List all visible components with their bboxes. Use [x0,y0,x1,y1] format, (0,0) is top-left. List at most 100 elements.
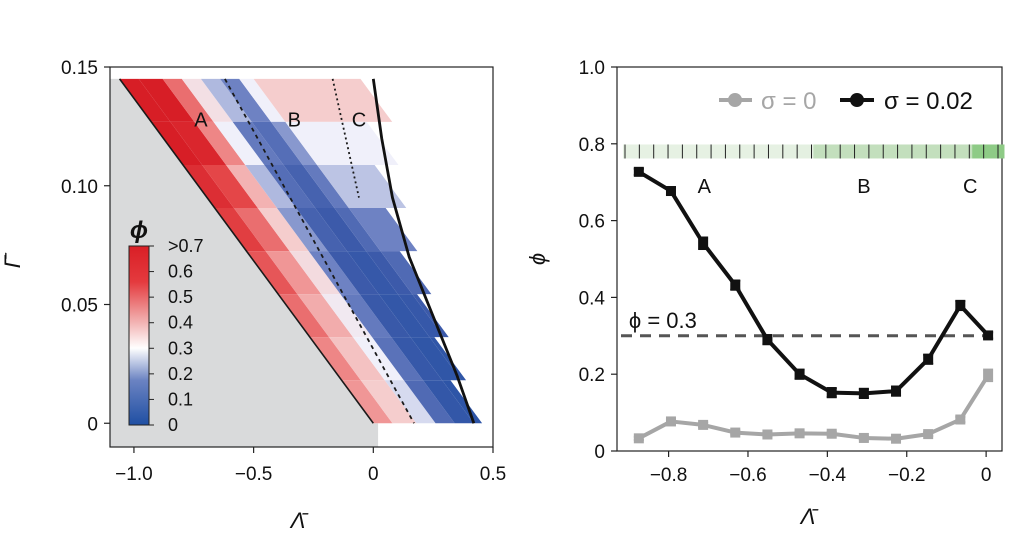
heatmap-cell [270,121,318,165]
heatmap-cell [329,337,385,381]
left-x-tick-label: −1.0 [115,464,153,485]
point-sigma-0 [762,429,773,440]
heatmap-cell [348,208,418,252]
colorbar-label: 0.4 [168,313,193,333]
heatmap-cell [372,337,423,381]
heatmap-cells [119,78,483,424]
left-y-axis-title: Γ̄ [0,252,25,269]
heatmap-cell [403,380,455,424]
strip-segment [845,144,878,159]
point-sigma-002 [633,166,644,177]
legend: σ = 0 σ = 0.02 [719,88,973,115]
heatmap-cell [264,164,316,209]
right-x-tick-label: −0.4 [809,465,847,486]
phase-boundaries [118,78,476,424]
heatmap-cell [162,78,214,122]
right-x-axis-title: Λ̄ [799,504,820,529]
right-y-tick-label: 0.2 [579,365,605,386]
strip-segment [718,144,751,159]
strip-segment [972,144,1005,159]
boundary-b-c-dotted [331,78,360,198]
strip-segment [876,144,910,159]
point-sigma-0 [891,433,902,444]
heatmap-cell [346,251,398,295]
heatmap-cell [181,78,233,122]
point-sigma-0 [923,429,934,440]
heatmap-cell [232,121,284,165]
heatmap-cell [265,251,322,295]
heatmap-cell [302,164,349,209]
heatmap-cell [200,78,252,122]
point-sigma-002 [891,386,902,397]
right-axes-frame [616,66,1003,452]
heatmap-cell [283,164,335,209]
left-y-tick-label: 0.05 [61,296,98,317]
strip-segment [686,144,719,159]
heatmap-cell [170,121,227,165]
left-x-tick-label: −0.5 [235,464,273,485]
right-x-ticks: −0.8 −0.6 −0.4 −0.2 0 [650,451,992,486]
heatmap-cell [391,337,443,381]
right-y-tick-label: 0.8 [579,135,605,156]
left-x-axis-title: Λ̄ [289,508,310,533]
point-sigma-002 [665,186,676,197]
boundary-a-b-dashed [224,78,415,424]
point-sigma-002 [698,238,709,249]
legend-swatch-marker-sigma-0 [728,93,742,107]
heatmap-cell [384,380,436,424]
heatmap-cell [359,294,411,338]
heatmap-cell [194,121,246,165]
right-y-tick-label: 0.6 [579,212,605,233]
heatmap-cell [214,208,266,252]
right-x-tick-label: −0.6 [729,465,767,486]
right-x-tick-label: −0.2 [888,465,926,486]
heatmap-cell [239,78,286,122]
heatmap-cell [309,337,361,381]
legend-label-sigma-002: σ = 0.02 [884,88,973,115]
colorbar-label: 0.3 [168,338,193,358]
right-y-tick-label: 1.0 [579,58,605,79]
heatmap-cell [315,208,367,252]
heatmap-cell [138,78,195,122]
heatmap-cell [327,251,379,295]
right-y-tick-label: 0 [594,442,605,463]
heatmap-cell [429,337,467,381]
right-region-label: C [963,176,977,198]
heatmap-cell [151,121,203,165]
heatmap-cell [226,164,277,209]
heatmap-cell [276,208,328,252]
heatmap-cell [442,380,483,424]
colorbar-labels: >0.7 0.6 0.5 0.4 0.3 0.2 0.1 0 [149,236,204,435]
heatmap-cell [245,164,297,209]
point-sigma-0 [955,414,966,425]
reference-line-label: ϕ = 0.3 [629,308,697,333]
right-y-tick-label: 0.4 [579,288,606,309]
colorbar: ϕ >0.7 0.6 0.5 0.4 0.3 0.2 0.1 0 [128,217,204,435]
point-sigma-002 [858,388,869,399]
heatmap-cell [334,208,381,252]
region-color-strip [622,144,1005,159]
heatmap-cell [321,294,373,338]
heatmap-cell [296,208,347,252]
heatmap-cell [278,294,330,338]
heatmap-cell [119,78,171,122]
point-sigma-0 [794,428,805,439]
right-region-labels: A B C [698,176,978,198]
heatmap-cell [285,121,399,165]
legend-label-sigma-0: σ = 0 [761,88,817,115]
point-sigma-0 [858,432,869,443]
right-x-tick-label: 0 [981,465,992,486]
right-region-label: B [857,176,870,198]
left-x-tick-label: 0.5 [480,464,506,485]
heatmap-cell [317,164,407,209]
colorbar-gradient [128,245,150,426]
point-sigma-002 [762,334,773,345]
heatmap-cell [422,380,474,424]
heatmap-cell [340,294,392,338]
heatmap-cell [378,294,430,338]
line-chart-panel: ϕ = 0.3 −0.8 −0.6 −0.4 −0.2 0 0 0.2 0.4 0.6 0.8 1… [525,58,1005,529]
point-sigma-0 [633,433,644,444]
point-sigma-002 [730,280,741,291]
